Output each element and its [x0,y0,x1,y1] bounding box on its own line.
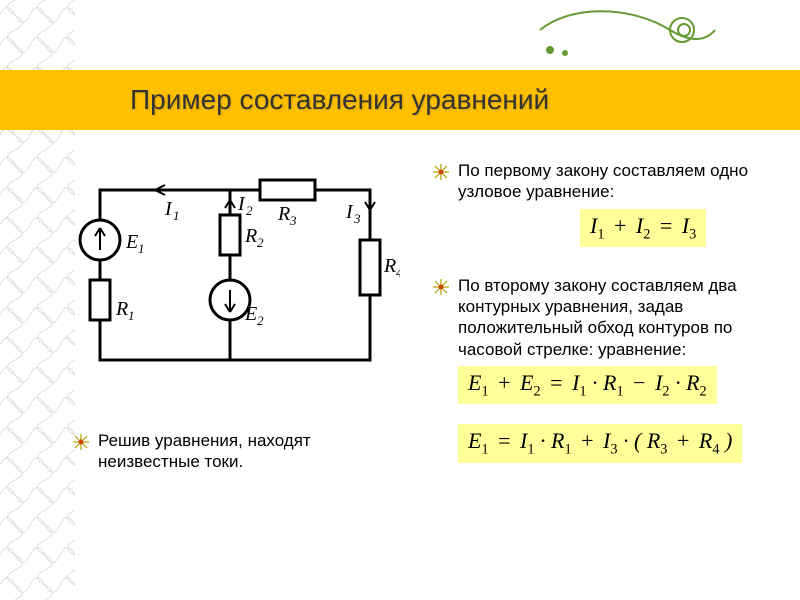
label-E2: E [244,303,257,325]
circuit-diagram: I1 I2 I3 E1 E2 R1 R2 R3 R4 [70,170,400,380]
svg-text:3: 3 [289,213,297,228]
slide-title: Пример составления уравнений [130,84,549,116]
title-bar: Пример составления уравнений [0,70,800,130]
svg-text:2: 2 [257,235,264,250]
label-I1: I [164,198,173,220]
equation-2: E1 + E2 = I1 · R1 − I2 · R2 [458,366,717,404]
bullet-1: По первому закону составляем одно узлово… [430,160,775,203]
bullet-1-text: По первому закону составляем одно узлово… [458,160,775,203]
label-E1: E [125,231,138,253]
bullet-icon [430,277,452,297]
svg-text:1: 1 [138,241,145,256]
solve-bullet: Решив уравнения, находят неизвестные ток… [70,430,410,473]
label-R1: R [115,298,128,320]
equation-1: I1 + I2 = I3 [580,209,706,247]
equation-3: E1 = I1 · R1 + I3 · ( R3 + R4 ) [458,424,742,462]
label-I3: I [345,201,354,223]
bullet-icon [430,162,452,182]
svg-text:1: 1 [128,308,135,323]
svg-text:4: 4 [396,265,400,280]
svg-text:2: 2 [246,203,253,218]
label-R2: R [244,225,257,247]
bullet-2: По второму закону составляем два контурн… [430,275,775,360]
content-area: I1 I2 I3 E1 E2 R1 R2 R3 R4 Решив уравнен [70,150,775,580]
label-R3: R [277,203,290,225]
label-R4: R [383,255,396,277]
svg-text:3: 3 [353,211,361,226]
right-column: По первому закону составляем одно узлово… [430,160,775,491]
spiral-deco-icon [530,0,730,60]
solve-text: Решив уравнения, находят неизвестные ток… [98,430,410,473]
svg-text:2: 2 [257,313,264,328]
svg-text:1: 1 [173,208,180,223]
bullet-icon [70,432,92,452]
bullet-2-text: По второму закону составляем два контурн… [458,275,775,360]
label-I2: I [237,193,246,215]
